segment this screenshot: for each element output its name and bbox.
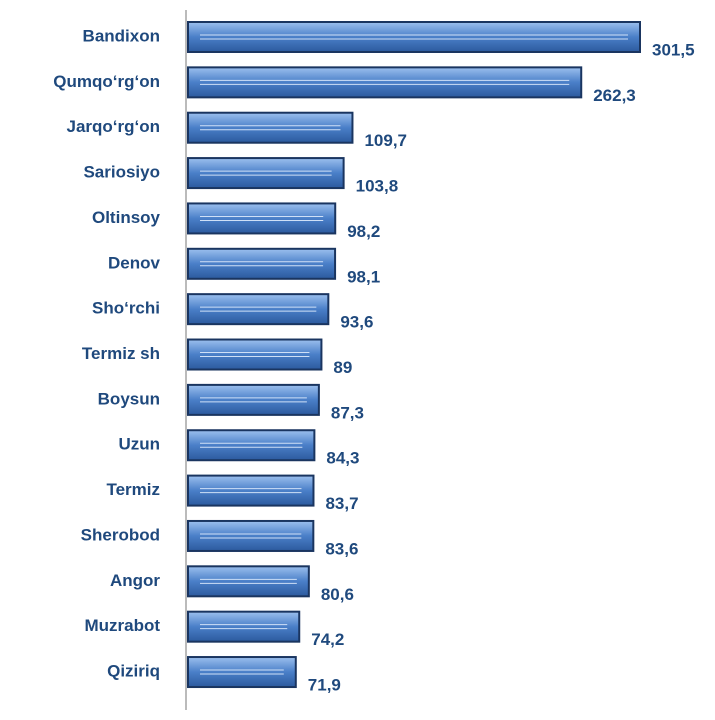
category-label: Sherobod xyxy=(81,525,160,544)
value-label: 71,9 xyxy=(308,676,341,695)
bar xyxy=(187,202,337,235)
bar xyxy=(187,656,297,689)
category-label: Sariosiyo xyxy=(83,163,160,182)
category-label: Termiz sh xyxy=(82,344,160,363)
category-label: Boysun xyxy=(98,389,160,408)
category-label: Jarqo‘rg‘on xyxy=(66,117,160,136)
bar xyxy=(187,474,315,507)
category-label: Angor xyxy=(110,571,160,590)
bar xyxy=(187,429,316,462)
value-label: 93,6 xyxy=(340,313,373,332)
value-label: 103,8 xyxy=(356,177,399,196)
bar xyxy=(187,111,354,144)
bar xyxy=(187,157,345,190)
value-label: 89 xyxy=(333,358,352,377)
category-label: Muzrabot xyxy=(84,616,160,635)
value-label: 74,2 xyxy=(311,630,344,649)
value-label: 83,6 xyxy=(325,539,358,558)
value-label: 87,3 xyxy=(331,403,364,422)
value-label: 262,3 xyxy=(593,86,636,105)
value-label: 98,1 xyxy=(347,267,380,286)
bar xyxy=(187,293,330,326)
bar xyxy=(187,66,583,99)
category-label: Qumqo‘rg‘on xyxy=(53,72,160,91)
bar xyxy=(187,565,310,598)
value-label: 98,2 xyxy=(347,222,380,241)
category-label: Oltinsoy xyxy=(92,208,161,227)
value-label: 80,6 xyxy=(321,585,354,604)
category-label: Sho‘rchi xyxy=(92,299,160,318)
category-label: Denov xyxy=(108,253,161,272)
bar xyxy=(187,610,301,643)
category-label: Qiziriq xyxy=(107,662,160,681)
bar xyxy=(187,519,315,552)
category-label: Uzun xyxy=(118,435,160,454)
bar xyxy=(187,338,323,371)
bar xyxy=(187,383,320,416)
value-label: 301,5 xyxy=(652,40,695,59)
category-label: Termiz xyxy=(106,480,160,499)
value-label: 83,7 xyxy=(325,494,358,513)
category-label: Bandixon xyxy=(83,26,160,45)
bar xyxy=(187,247,337,280)
bar xyxy=(187,21,641,53)
value-label: 84,3 xyxy=(326,449,359,468)
value-label: 109,7 xyxy=(364,131,407,150)
